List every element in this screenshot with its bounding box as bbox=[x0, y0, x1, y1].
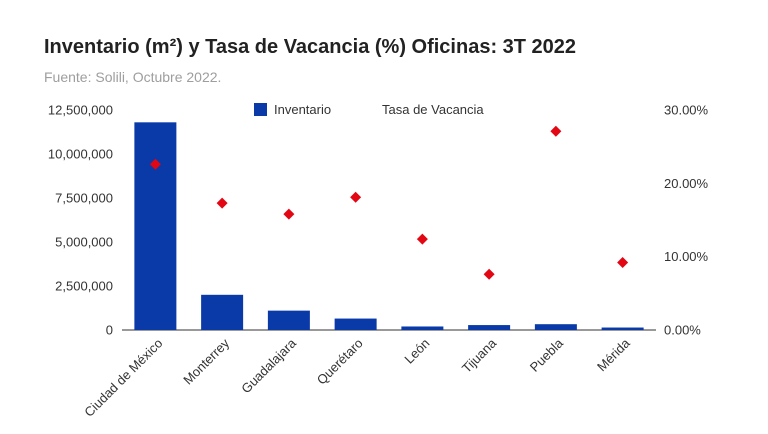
legend: Inventario Tasa de Vacancia bbox=[254, 102, 484, 117]
point-vacancia bbox=[550, 125, 562, 137]
category-label: Guadalajara bbox=[238, 335, 299, 396]
category-label: Ciudad de México bbox=[81, 336, 165, 420]
left-tick-label: 7,500,000 bbox=[55, 191, 113, 206]
point-vacancia bbox=[149, 158, 161, 170]
chart-subtitle: Fuente: Solili, Octubre 2022. bbox=[44, 69, 221, 85]
left-tick-label: 0 bbox=[106, 323, 113, 338]
category-labels: Ciudad de México Monterrey Guadalajara Quer… bbox=[81, 335, 633, 420]
legend-swatch-inventario bbox=[254, 103, 267, 116]
right-tick-label: 30.00% bbox=[664, 103, 709, 118]
category-label: Mérida bbox=[594, 335, 633, 374]
chart-title: Inventario (m²) y Tasa de Vacancia (%) O… bbox=[44, 36, 576, 58]
legend-label-vacancia: Tasa de Vacancia bbox=[382, 102, 484, 117]
left-tick-label: 2,500,000 bbox=[55, 279, 113, 294]
point-vacancia bbox=[617, 257, 629, 269]
bar-inventario bbox=[201, 294, 244, 330]
bar-inventario bbox=[267, 310, 310, 330]
point-vacancia bbox=[350, 191, 362, 203]
bar-inventario bbox=[534, 324, 577, 330]
left-axis: 0 2,500,000 5,000,000 7,500,000 10,000,000 12… bbox=[48, 103, 113, 338]
bar-inventario bbox=[468, 325, 511, 330]
left-tick-label: 10,000,000 bbox=[48, 147, 113, 162]
point-vacancia bbox=[216, 197, 228, 209]
category-label: Tijuana bbox=[459, 335, 500, 376]
category-label: León bbox=[401, 336, 432, 367]
bars bbox=[134, 122, 644, 330]
category-label: Puebla bbox=[527, 335, 567, 375]
point-vacancia bbox=[416, 233, 428, 245]
left-tick-label: 12,500,000 bbox=[48, 103, 113, 118]
right-tick-label: 20.00% bbox=[664, 176, 709, 191]
legend-label-inventario: Inventario bbox=[274, 102, 331, 117]
bar-inventario bbox=[401, 326, 444, 330]
right-axis: 0.00% 10.00% 20.00% 30.00% bbox=[664, 103, 709, 338]
point-vacancia bbox=[483, 268, 495, 280]
point-vacancia bbox=[283, 208, 295, 220]
category-label: Monterrey bbox=[180, 335, 232, 387]
right-tick-label: 0.00% bbox=[664, 323, 701, 338]
bar-inventario bbox=[134, 122, 177, 330]
category-label: Querétaro bbox=[314, 336, 366, 388]
points bbox=[149, 125, 629, 280]
right-tick-label: 10.00% bbox=[664, 249, 709, 264]
bar-inventario bbox=[334, 318, 377, 330]
bar-inventario bbox=[601, 327, 644, 330]
left-tick-label: 5,000,000 bbox=[55, 235, 113, 250]
